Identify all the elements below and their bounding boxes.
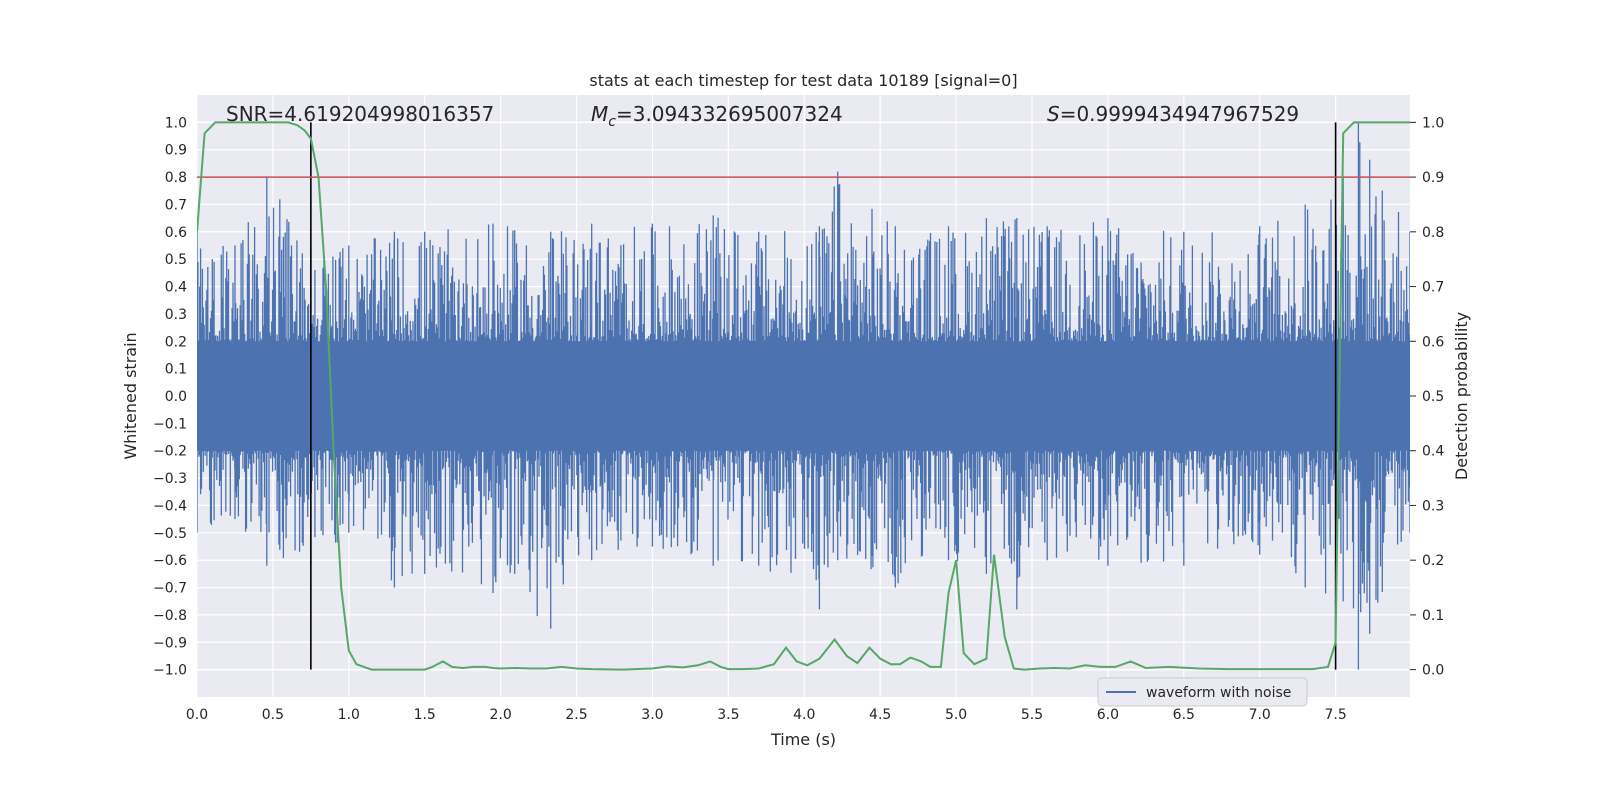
y-tick-label: 0.1 bbox=[165, 362, 187, 378]
y-tick-label: −1.0 bbox=[153, 663, 187, 679]
right-y-tick-label: 0.3 bbox=[1422, 498, 1444, 514]
mc-subscript: c bbox=[608, 114, 616, 130]
right-y-tick-label: 0.8 bbox=[1422, 225, 1444, 241]
right-y-axis-ticks: 0.0 0.1 0.2 0.3 0.4 0.5 0.6 0.7 0.8 0.9 1.0 bbox=[1410, 115, 1444, 679]
x-tick-label: 3.5 bbox=[717, 707, 739, 723]
x-tick-label: 4.5 bbox=[869, 707, 891, 723]
y-tick-label: 0.9 bbox=[165, 143, 187, 159]
legend-box bbox=[1097, 677, 1308, 707]
right-y-tick-label: 0.6 bbox=[1422, 334, 1444, 350]
x-tick-label: 5.0 bbox=[945, 707, 967, 723]
y-tick-label: 0.8 bbox=[165, 170, 187, 186]
y-tick-label: −0.4 bbox=[153, 498, 187, 514]
s-symbol: S bbox=[1047, 102, 1060, 126]
right-y-tick-label: 0.2 bbox=[1422, 553, 1444, 569]
y-tick-label: 0.5 bbox=[165, 252, 187, 268]
x-tick-label: 1.5 bbox=[414, 707, 436, 723]
y-axis-ticks: −1.0 −0.9 −0.8 −0.7 −0.6 −0.5 −0.4 −0.3 −0.2 −0.1… bbox=[153, 115, 187, 678]
y-tick-label: 0.6 bbox=[165, 225, 187, 241]
x-tick-label: 4.0 bbox=[793, 707, 815, 723]
x-tick-label: 6.0 bbox=[1097, 707, 1119, 723]
s-value: =0.9999434947967529 bbox=[1060, 102, 1299, 126]
y-tick-label: 0.7 bbox=[165, 197, 187, 213]
waveform-series bbox=[197, 122, 1410, 670]
x-tick-label: 7.0 bbox=[1249, 707, 1271, 723]
right-y-tick-label: 0.5 bbox=[1422, 389, 1444, 405]
x-tick-label: 5.5 bbox=[1021, 707, 1043, 723]
y-tick-label: 0.4 bbox=[165, 280, 187, 296]
x-tick-label: 0.0 bbox=[186, 707, 208, 723]
right-y-axis-label: Detection probability bbox=[1452, 312, 1471, 480]
legend-label-waveform: waveform with noise bbox=[1146, 685, 1291, 701]
plot-content bbox=[197, 121, 1410, 671]
y-tick-label: 0.0 bbox=[165, 389, 187, 405]
y-tick-label: −0.5 bbox=[153, 526, 187, 542]
mc-annotation: Mc=3.094332695007324 bbox=[591, 102, 843, 130]
y-tick-label: −0.3 bbox=[153, 471, 187, 487]
x-tick-label: 2.5 bbox=[565, 707, 587, 723]
y-axis-label: Whitened strain bbox=[121, 332, 140, 459]
legend: waveform with noise bbox=[1097, 677, 1308, 707]
y-tick-label: 1.0 bbox=[165, 115, 187, 131]
x-tick-label: 2.0 bbox=[489, 707, 511, 723]
y-tick-label: −0.1 bbox=[153, 416, 187, 432]
y-tick-label: −0.8 bbox=[153, 608, 187, 624]
right-y-tick-label: 0.4 bbox=[1422, 444, 1444, 460]
right-y-tick-label: 0.0 bbox=[1422, 663, 1444, 679]
right-y-tick-label: 0.1 bbox=[1422, 608, 1444, 624]
right-y-tick-label: 1.0 bbox=[1422, 115, 1444, 131]
x-tick-label: 3.0 bbox=[641, 707, 663, 723]
x-tick-label: 7.5 bbox=[1324, 707, 1346, 723]
y-tick-label: 0.3 bbox=[165, 307, 187, 323]
waveform-trace bbox=[197, 122, 1410, 670]
chart-title: stats at each timestep for test data 101… bbox=[589, 71, 1017, 90]
x-axis-label: Time (s) bbox=[770, 730, 836, 749]
right-y-tick-label: 0.7 bbox=[1422, 280, 1444, 296]
x-tick-label: 6.5 bbox=[1173, 707, 1195, 723]
y-tick-label: −0.7 bbox=[153, 581, 187, 597]
y-tick-label: −0.9 bbox=[153, 635, 187, 651]
probability-series-line bbox=[197, 121, 1410, 671]
x-tick-label: 1.0 bbox=[338, 707, 360, 723]
s-annotation: S=0.9999434947967529 bbox=[1047, 102, 1299, 126]
y-tick-label: −0.2 bbox=[153, 444, 187, 460]
snr-annotation: SNR=4.619204998016357 bbox=[226, 102, 494, 126]
mc-value: =3.094332695007324 bbox=[616, 102, 843, 126]
mc-symbol: M bbox=[591, 102, 608, 126]
x-axis-ticks: 0.0 0.5 1.0 1.5 2.0 2.5 3.0 3.5 4.0 4.5 5.0 5.5 6.0 6… bbox=[186, 707, 1347, 723]
right-y-tick-label: 0.9 bbox=[1422, 170, 1444, 186]
y-tick-label: −0.6 bbox=[153, 553, 187, 569]
x-tick-label: 0.5 bbox=[262, 707, 284, 723]
y-tick-label: 0.2 bbox=[165, 334, 187, 350]
